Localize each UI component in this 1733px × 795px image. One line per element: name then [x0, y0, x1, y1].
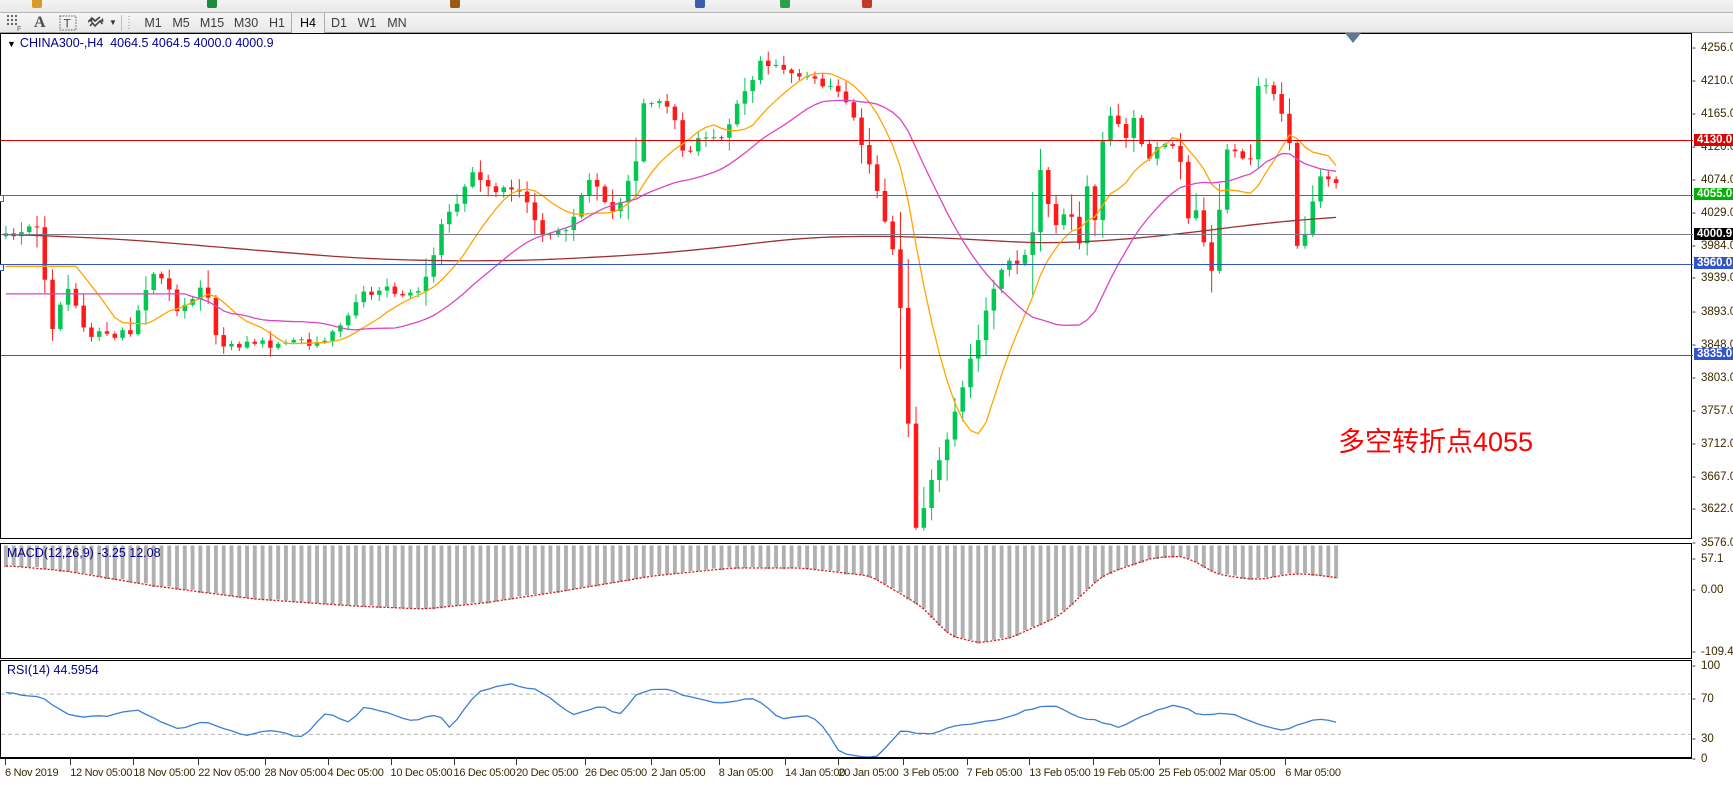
svg-text:T: T [64, 17, 72, 31]
svg-text:F: F [17, 26, 21, 32]
